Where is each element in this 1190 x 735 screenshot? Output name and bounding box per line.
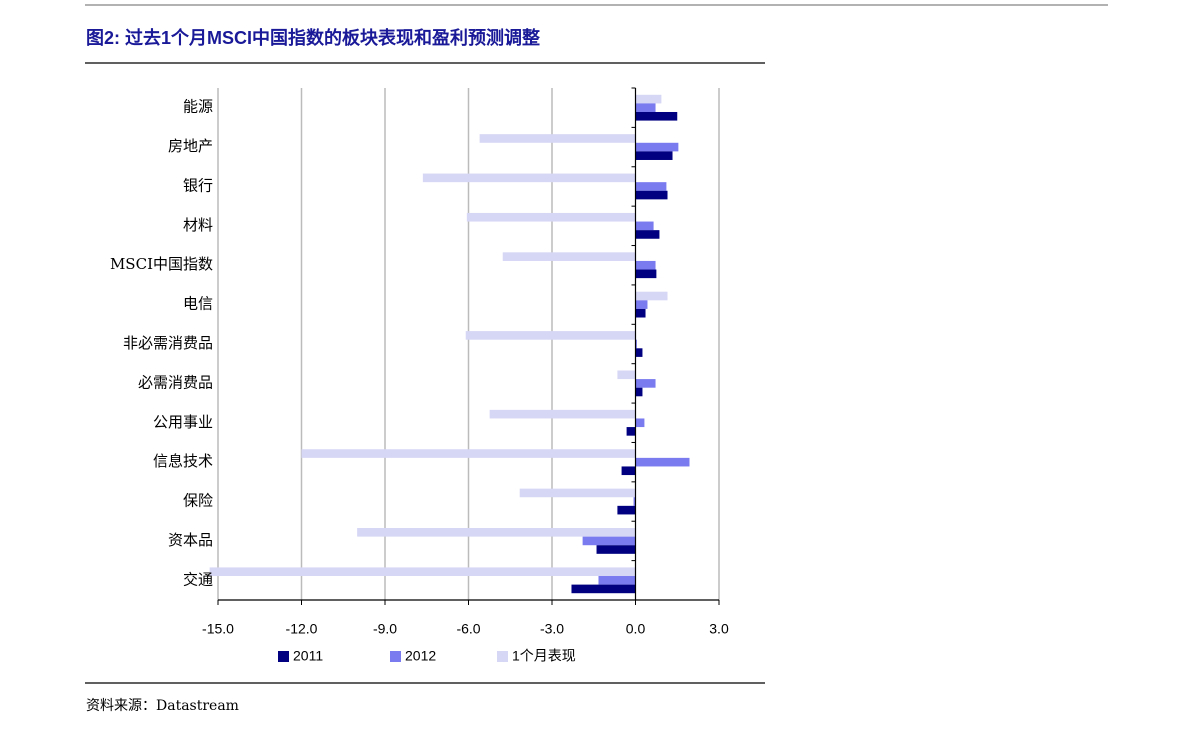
y-tick-label: 资本品: [168, 531, 213, 549]
y-tick-label: 保险: [183, 492, 213, 510]
bar: [635, 418, 645, 428]
chart-title: 图2: 过去1个月MSCI中国指数的板块表现和盈利预测调整: [86, 27, 540, 48]
bar: [357, 528, 636, 537]
bar: [571, 584, 636, 594]
x-tick-label: -15.0: [202, 621, 234, 637]
bar: [422, 173, 636, 183]
x-tick-label: -9.0: [373, 621, 397, 637]
bar: [479, 134, 636, 143]
bar: [635, 94, 662, 104]
legend-label: 2012: [405, 648, 436, 664]
x-tick-label: 0.0: [626, 621, 646, 637]
bar: [635, 260, 656, 270]
y-tick-label: 必需消费品: [138, 373, 213, 391]
y-tick-label: 交通: [183, 570, 213, 588]
source: 资料来源：Datastream: [86, 698, 239, 714]
y-tick-label: 电信: [183, 295, 213, 313]
x-tick-label: -6.0: [456, 621, 480, 637]
bar: [635, 221, 654, 231]
bar: [633, 497, 636, 506]
bar: [502, 252, 636, 261]
bar: [635, 269, 657, 279]
legend-swatch: [278, 651, 289, 662]
bar: [635, 379, 656, 388]
bar: [635, 457, 690, 467]
bar: [635, 142, 679, 152]
bar: [465, 331, 636, 340]
y-tick-label: MSCI中国指数: [110, 255, 213, 273]
bar: [635, 348, 643, 357]
x-tick-label: -12.0: [286, 621, 318, 637]
legend-swatch: [390, 651, 401, 662]
legend-label: 1个月表现: [512, 648, 576, 664]
bar: [466, 212, 636, 222]
legend-label: 2011: [293, 648, 323, 664]
bar: [635, 291, 668, 301]
x-tick-label: -3.0: [540, 621, 564, 637]
bar: [582, 536, 636, 546]
bar: [621, 466, 636, 476]
bar: [635, 300, 648, 309]
y-tick-label: 公用事业: [153, 413, 213, 431]
bar: [596, 545, 636, 554]
bar: [635, 151, 673, 160]
bar: [301, 449, 636, 458]
y-tick-label: 房地产: [168, 137, 213, 155]
bar: [635, 387, 643, 397]
bar: [209, 567, 636, 577]
bar: [598, 576, 636, 585]
bar: [635, 103, 656, 112]
y-tick-label: 材料: [183, 216, 213, 234]
bar: [617, 505, 636, 515]
bar: [635, 230, 660, 239]
bar: [635, 190, 668, 200]
bar: [489, 409, 636, 419]
bar: [635, 111, 678, 121]
x-tick-label: 3.0: [709, 621, 729, 637]
bar: [626, 427, 636, 436]
y-tick-label: 银行: [183, 176, 213, 194]
y-tick-label: 能源: [183, 98, 213, 116]
y-tick-label: 信息技术: [153, 452, 213, 470]
legend-swatch: [497, 651, 508, 662]
bar: [519, 488, 636, 498]
bar: [635, 339, 637, 349]
bar: [635, 182, 667, 191]
bar: [617, 370, 636, 380]
bar: [635, 308, 646, 318]
y-tick-label: 非必需消费品: [123, 334, 213, 352]
